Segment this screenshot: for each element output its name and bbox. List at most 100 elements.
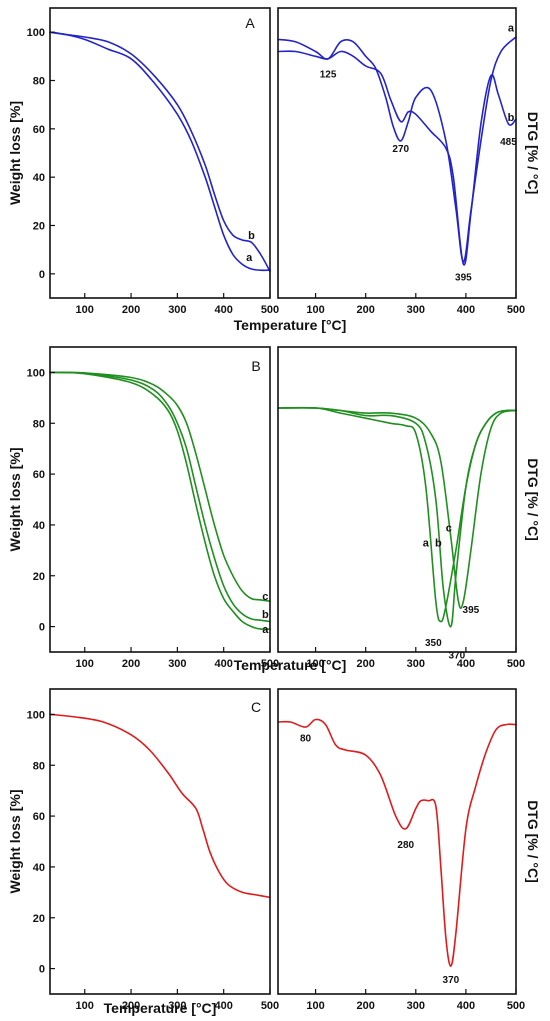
x-tick-label: 100: [306, 1000, 324, 1012]
x-tick-label: 300: [168, 304, 186, 316]
x-tick-label: 400: [215, 304, 233, 316]
y-tick-label: 80: [33, 418, 45, 430]
y-tick-label: 60: [33, 124, 45, 136]
x-tick-label: 400: [215, 1000, 233, 1012]
x-tick-label: 100: [306, 304, 324, 316]
x-tick-label: 100: [76, 1000, 94, 1012]
chart-c-tga: 100 200 300 400 500 0 20 40 60 80 100 Weight loss […: [7, 688, 279, 1012]
peak-label-a-dtg: 485: [500, 137, 517, 148]
peak-label-b-dtg: 395: [463, 605, 480, 616]
x-tick-label: 400: [457, 1000, 475, 1012]
x-axis-title-row-3: Temperature [°C]: [104, 1000, 217, 1016]
panel-label-b: B: [251, 358, 260, 374]
x-axis-title-row-1: Temperature [°C]: [234, 317, 347, 333]
x-tick-label: 500: [507, 1000, 525, 1012]
series-line-b-dtg-b: [277, 407, 517, 628]
x-tick-label: 200: [357, 658, 375, 670]
curve-label-a-tga: a: [246, 252, 253, 264]
peak-label-c-dtg: 80: [300, 733, 312, 744]
x-tick-label: 300: [407, 304, 425, 316]
x-tick-label: 400: [457, 658, 475, 670]
x-tick-label: 500: [261, 304, 279, 316]
x-tick-label: 200: [357, 1000, 375, 1012]
y-tick-label: 40: [33, 172, 45, 184]
x-tick-label: 400: [457, 304, 475, 316]
peak-label-c-dtg: 280: [397, 840, 414, 851]
peak-label-a-dtg: 125: [320, 69, 337, 80]
panel-label-c: C: [251, 699, 261, 715]
curve-label-b-dtg: b: [435, 538, 442, 550]
chart-a-tga: 100 200 300 400 500 0 20 40 60 80 100 Weight loss […: [7, 7, 279, 316]
chart-b-tga: 100 200 300 400 500 0 20 40 60 80 100 Weight loss […: [7, 346, 279, 670]
y-tick-label: 80: [33, 760, 45, 772]
peak-label-a-dtg: 395: [455, 272, 472, 283]
peak-label-c-dtg: 370: [443, 975, 460, 986]
y-tick-label: 80: [33, 76, 45, 88]
y-tick-label: 100: [27, 367, 45, 379]
x-tick-label: 500: [507, 304, 525, 316]
curve-label-b-dtg: c: [446, 522, 452, 534]
curve-label-b-tga: b: [262, 609, 269, 621]
y-tick-label: 0: [39, 269, 45, 281]
x-tick-label: 500: [261, 658, 279, 670]
plot-frame-c-dtg: [277, 688, 517, 995]
series-line-b-tga-a: [49, 371, 271, 631]
series-line-b-dtg-c: [277, 407, 517, 610]
chart-c-dtg: 100 200 300 400 500 DTG [% / °C] 80 280 370: [277, 688, 541, 1012]
peak-label-b-dtg: 350: [425, 638, 442, 649]
plot-frame-c-tga: [49, 688, 271, 995]
x-tick-label: 500: [261, 1000, 279, 1012]
chart-a-dtg: 100 200 300 400 500 DTG [% / °C] 125 270 395 485 a…: [277, 7, 541, 316]
y-axis-title-a-dtg: DTG [% / °C]: [525, 112, 541, 195]
curve-label-a-dtg: a: [508, 22, 515, 34]
curve-label-b-dtg: a: [423, 538, 430, 550]
curve-label-a-dtg: b: [508, 112, 515, 124]
x-tick-label: 100: [306, 658, 324, 670]
x-tick-label: 100: [76, 304, 94, 316]
y-axis-title-c-tga: Weight loss [%]: [7, 790, 23, 894]
y-tick-label: 100: [27, 709, 45, 721]
series-line-a-tga-b: [49, 31, 271, 273]
peak-label-b-dtg: 370: [449, 651, 466, 662]
series-line-b-dtg-a: [277, 406, 517, 623]
y-tick-label: 60: [33, 811, 45, 823]
plot-frame-b-tga: [49, 346, 271, 653]
y-tick-label: 100: [27, 27, 45, 39]
series-line-a-tga-a: [49, 31, 271, 272]
x-tick-label: 300: [407, 658, 425, 670]
y-tick-label: 20: [33, 571, 45, 583]
x-tick-label: 300: [407, 1000, 425, 1012]
y-axis-title-b-dtg: DTG [% / °C]: [525, 458, 541, 541]
y-axis-title-c-dtg: DTG [% / °C]: [525, 800, 541, 883]
x-tick-label: 200: [122, 304, 140, 316]
y-tick-label: 40: [33, 862, 45, 874]
plot-frame-a-tga: [49, 7, 271, 299]
panel-label-a: A: [245, 15, 255, 31]
plot-frame-a-dtg: [277, 7, 517, 299]
series-line-c-dtg-s0: [277, 718, 517, 967]
x-tick-label: 200: [122, 658, 140, 670]
x-tick-label: 200: [122, 1000, 140, 1012]
x-tick-label: 200: [357, 304, 375, 316]
series-line-c-tga-s0: [49, 713, 271, 899]
series-line-a-dtg-a: [277, 36, 517, 263]
curve-label-a-tga: b: [248, 230, 255, 242]
curve-label-b-tga: a: [262, 624, 269, 636]
y-tick-label: 20: [33, 913, 45, 925]
y-tick-label: 20: [33, 221, 45, 233]
peak-label-a-dtg: 270: [392, 144, 409, 155]
x-tick-label: 500: [507, 658, 525, 670]
x-tick-label: 300: [168, 658, 186, 670]
y-axis-title-b-tga: Weight loss [%]: [7, 448, 23, 552]
y-tick-label: 0: [39, 622, 45, 634]
x-tick-label: 100: [76, 658, 94, 670]
curve-label-b-tga: c: [262, 591, 268, 603]
y-tick-label: 40: [33, 520, 45, 532]
plot-frame-b-dtg: [277, 346, 517, 653]
series-line-b-tga-b: [49, 371, 271, 623]
y-axis-title-a-tga: Weight loss [%]: [7, 101, 23, 205]
y-tick-label: 0: [39, 964, 45, 976]
x-tick-label: 300: [168, 1000, 186, 1012]
y-tick-label: 60: [33, 469, 45, 481]
